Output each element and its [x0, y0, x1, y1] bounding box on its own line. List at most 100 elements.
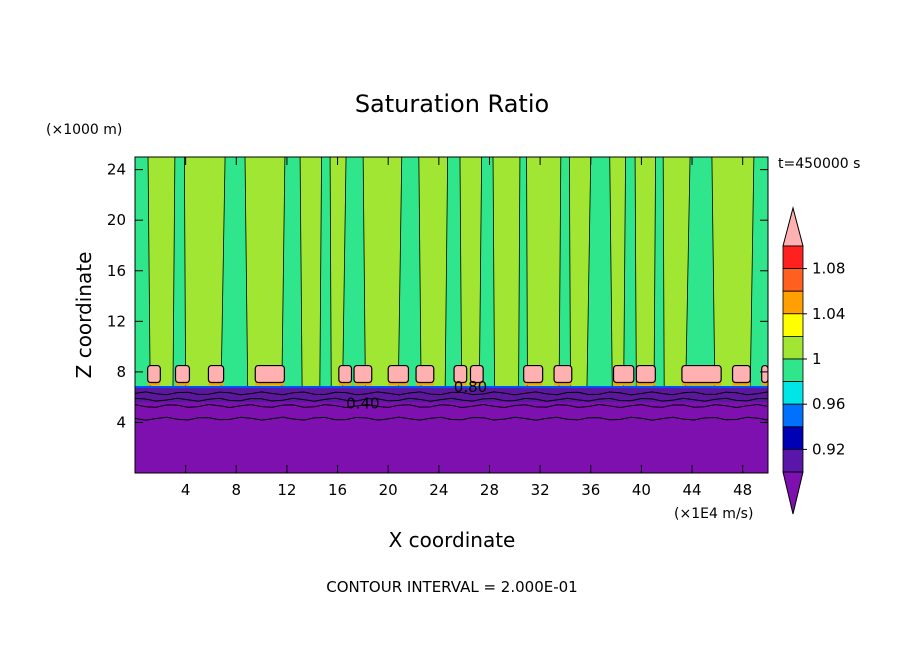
cloud-cap-4	[338, 364, 353, 384]
x-tick-label-2: 12	[277, 481, 296, 499]
cloud-base-0	[147, 382, 161, 386]
colorbar-segment-2	[782, 290, 804, 315]
colorbar-segment-4	[782, 335, 804, 360]
x-tick-label-0: 4	[181, 481, 191, 499]
y-tick-label-4: 20	[107, 211, 126, 229]
cloud-base-9	[470, 382, 484, 386]
moist-column-3	[281, 157, 303, 388]
moist-column-8	[478, 157, 495, 388]
moist-column-10	[558, 157, 571, 388]
colorbar-bottom-arrow	[782, 471, 804, 515]
x-tick-label-8: 36	[581, 481, 600, 499]
colorbar-label-2: 1	[812, 350, 822, 368]
cloud-base-8	[454, 382, 467, 386]
moist-column-12	[623, 157, 637, 388]
x-axis-label: X coordinate	[389, 528, 516, 552]
moist-column-7	[444, 157, 463, 388]
cloud-cap-13	[635, 364, 656, 384]
cloud-base-11	[554, 382, 572, 386]
y-tick-label-0: 4	[116, 413, 126, 431]
cloud-cap-6	[387, 364, 410, 384]
colorbar-segment-9	[782, 448, 804, 473]
x-tick-label-9: 40	[632, 481, 651, 499]
x-tick-label-5: 24	[429, 481, 448, 499]
y-tick-label-3: 16	[107, 262, 126, 280]
moist-column-5	[342, 157, 366, 388]
x-tick-label-1: 8	[232, 481, 242, 499]
moist-column-2	[220, 157, 249, 388]
cloud-cap-11	[553, 364, 573, 384]
cloud-cap-10	[523, 364, 544, 384]
cloud-cap-1	[174, 364, 191, 384]
colorbar-top-arrow	[782, 206, 804, 247]
cloud-base-6	[388, 382, 409, 386]
cloud-cap-3	[254, 364, 285, 384]
cloud-cap-0	[147, 364, 161, 384]
colorbar-label-0: 1.08	[812, 260, 845, 278]
contour-line-3	[135, 416, 768, 421]
y-axis-label: Z coordinate	[72, 252, 96, 379]
cloud-cap-14	[681, 364, 722, 384]
cloud-base-4	[338, 382, 352, 386]
y-tick-label-2: 12	[107, 312, 126, 330]
moist-column-15	[749, 157, 768, 388]
colorbar-segment-8	[782, 426, 804, 450]
colorbar-segment-6	[782, 381, 804, 405]
x-tick-label-7: 32	[531, 481, 550, 499]
moist-column-4	[319, 157, 332, 388]
plot-area: 0.40 0.80	[135, 157, 768, 473]
cloud-cap-8	[453, 364, 468, 384]
y-unit-label: (×1000 m)	[46, 122, 122, 138]
cloud-cap-15	[731, 364, 751, 384]
plot-frame	[134, 156, 769, 474]
colorbar-label-3: 0.96	[812, 395, 845, 413]
moist-column-1	[172, 157, 187, 388]
colorbar-segment-5	[782, 358, 804, 383]
x-axis-ticks: 4 8 12 16 20 24 28 32 36 40 44 48	[181, 157, 752, 499]
contour-line-1	[135, 397, 768, 402]
cloud-cap-7	[415, 364, 435, 384]
cloud-base-3	[255, 382, 285, 386]
contour-line-0	[135, 391, 768, 396]
x-tick-label-11: 48	[733, 481, 752, 499]
cloud-base-16	[761, 382, 768, 386]
cloud-base-1	[175, 382, 190, 386]
contour-label-0: 0.40	[346, 394, 379, 412]
moist-column-14	[685, 157, 716, 388]
cloud-base-5	[354, 382, 372, 386]
x-tick-label-3: 16	[328, 481, 347, 499]
cloud-base-12	[613, 382, 634, 386]
cloud-cap-9	[469, 364, 484, 384]
contour-label-1: 0.80	[454, 378, 487, 396]
x-unit-label: (×1E4 m/s)	[674, 506, 753, 522]
colorbar: 1.08 1.04 1 0.96 0.92	[782, 206, 845, 515]
moist-column-13	[653, 157, 665, 388]
y-tick-label-5: 24	[107, 161, 126, 179]
colorbar-segment-0	[782, 245, 804, 270]
chart-title: Saturation Ratio	[355, 90, 549, 118]
cloud-base-13	[636, 382, 656, 386]
contour-line-2	[135, 403, 768, 409]
colorbar-label-4: 0.92	[812, 440, 845, 458]
colorbar-segment-1	[782, 268, 804, 292]
cloud-base-10	[523, 382, 543, 386]
cloud-cap-5	[353, 364, 373, 384]
x-tick-label-6: 28	[480, 481, 499, 499]
cloud-cap-12	[612, 364, 635, 384]
x-tick-label-10: 44	[682, 481, 701, 499]
cloud-base-14	[681, 382, 722, 386]
time-label: t=450000 s	[778, 156, 860, 172]
cloud-cap-2	[207, 364, 225, 384]
moist-column-9	[518, 157, 528, 388]
colorbar-segment-3	[782, 313, 804, 337]
y-axis-ticks: 4 8 12 16 20 24	[107, 161, 768, 431]
colorbar-segment-7	[782, 403, 804, 428]
moist-column-6	[397, 157, 422, 388]
contour-interval-note: CONTOUR INTERVAL = 2.000E-01	[326, 578, 577, 596]
cloud-base-2	[208, 382, 224, 386]
cloud-base-7	[416, 382, 434, 386]
moist-column-11	[586, 157, 613, 388]
moist-column-0	[135, 157, 151, 388]
cloud-cap-16	[761, 364, 768, 384]
